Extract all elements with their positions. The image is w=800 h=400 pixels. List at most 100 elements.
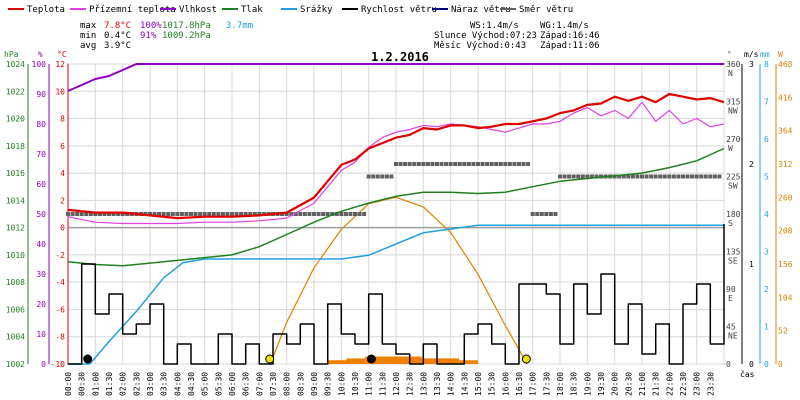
direction-dot: [585, 174, 590, 179]
radiation-tick-label: 0: [778, 360, 783, 369]
x-tick-label: 07:00: [255, 372, 264, 396]
info-ws: WS:1.4m/s: [470, 21, 519, 31]
direction-dot: [70, 212, 75, 216]
direction-tick-label: 0: [726, 360, 731, 369]
direction-dot: [485, 162, 490, 166]
x-tick-label: 21:30: [652, 372, 661, 396]
axis-unit-temperature: °C: [57, 50, 67, 59]
rain-rate-bar: [384, 356, 403, 364]
rain-tick-label: 4: [764, 210, 769, 219]
x-tick-label: 12:30: [406, 372, 415, 396]
pressure-tick-label: 1024: [6, 60, 25, 69]
stat-hum-min: 91%: [140, 31, 157, 41]
direction-dot: [435, 162, 439, 166]
direction-dot: [184, 212, 189, 216]
radiation-line: [269, 196, 528, 365]
direction-dot: [457, 162, 462, 166]
x-tick-label: 18:30: [570, 372, 579, 396]
x-tick-label: 12:00: [392, 372, 401, 396]
direction-dot: [175, 212, 180, 216]
pressure-line: [67, 147, 725, 267]
x-tick-label: 15:30: [488, 372, 497, 396]
direction-dot: [503, 162, 508, 166]
direction-dot: [93, 212, 98, 216]
x-tick-label: 06:30: [242, 372, 251, 396]
direction-dot: [567, 174, 572, 179]
direction-tick-label: 45: [726, 323, 736, 332]
direction-dot: [512, 162, 517, 166]
temperature-tick-label: -6: [55, 305, 65, 314]
direction-tick-label: 270: [726, 135, 741, 144]
x-tick-label: 07:30: [269, 372, 278, 396]
direction-dot: [580, 174, 585, 179]
direction-dot: [257, 212, 262, 216]
x-tick-label: 17:30: [542, 372, 551, 396]
rain-rate-bar: [346, 358, 366, 364]
direction-dot: [312, 212, 316, 216]
direction-dot: [594, 174, 599, 179]
x-tick-label: 03:00: [146, 372, 155, 396]
pressure-tick-label: 1002: [6, 360, 25, 369]
direction-dot: [498, 162, 503, 166]
rain-rate-bar: [459, 360, 478, 364]
pressure-tick-label: 1008: [6, 278, 25, 287]
x-tick-label: 02:00: [119, 372, 128, 396]
direction-dot: [535, 212, 540, 216]
radiation-tick-label: 156: [778, 260, 793, 269]
stat-pres-max: 1017.8hPa: [162, 21, 211, 31]
direction-dot: [444, 162, 449, 166]
direction-dot: [348, 212, 353, 216]
x-tick-label: 14:00: [447, 372, 456, 396]
info-sun: Slunce Východ:07:23: [434, 31, 537, 41]
direction-dot: [371, 174, 376, 179]
pressure-tick-label: 1022: [6, 87, 25, 96]
x-axis: 00:00 00:30 01:00 01:30 02:00 02:30 03:00 03:30…: [64, 372, 715, 396]
direction-dot: [626, 174, 631, 179]
direction-compass-label: S: [728, 219, 733, 228]
stats-block: max min avg 7.8°C 0.4°C 3.9°C 100% 91% 1…: [80, 21, 600, 51]
humidity-line: [67, 63, 724, 92]
info-wg: WG:1.4m/s: [540, 21, 589, 31]
x-tick-label: 19:30: [597, 372, 606, 396]
direction-dot: [403, 162, 408, 166]
stat-temp-max: 7.8°C: [104, 21, 131, 31]
humidity-tick-label: 40: [36, 240, 46, 249]
x-tick-label: 06:00: [228, 372, 237, 396]
rain-rate-bar: [402, 356, 422, 364]
direction-dot: [717, 174, 722, 179]
direction-dot: [558, 174, 562, 179]
direction-tick-label: 135: [726, 248, 741, 257]
direction-dot: [207, 212, 212, 216]
info-moon-set: Západ:11:06: [540, 41, 600, 51]
direction-dot: [102, 212, 107, 216]
direction-dot: [685, 174, 690, 179]
temperature-tick-label: 8: [60, 115, 65, 124]
humidity-tick-label: 10: [36, 330, 46, 339]
series-layer: [66, 63, 725, 365]
direction-dot: [148, 212, 152, 216]
direction-dot: [690, 174, 695, 179]
x-tick-label: 04:00: [173, 372, 182, 396]
direction-dot: [494, 162, 499, 166]
wind-tick-label: 0: [749, 360, 754, 369]
direction-dot: [362, 212, 367, 216]
x-tick-label: 13:30: [433, 372, 442, 396]
x-tick-label: 10:30: [351, 372, 360, 396]
legend-label: Náraz větru: [451, 5, 511, 15]
temperature-tick-label: -8: [55, 333, 65, 342]
pressure-tick-label: 1020: [6, 115, 25, 124]
radiation-tick-label: 364: [778, 127, 793, 136]
direction-compass-label: N: [728, 69, 733, 78]
direction-dot: [216, 212, 221, 216]
direction-dot: [307, 212, 312, 216]
x-tick-label: 00:30: [78, 372, 87, 396]
x-tick-label: 01:30: [105, 372, 114, 396]
direction-dot: [507, 162, 512, 166]
x-tick-label: 20:30: [624, 372, 633, 396]
direction-dot: [75, 212, 80, 216]
humidity-tick-label: 80: [36, 120, 46, 129]
direction-dot: [252, 212, 257, 216]
x-tick-label: 02:30: [132, 372, 141, 396]
direction-dot: [79, 212, 84, 216]
radiation-tick-label: 208: [778, 227, 793, 236]
